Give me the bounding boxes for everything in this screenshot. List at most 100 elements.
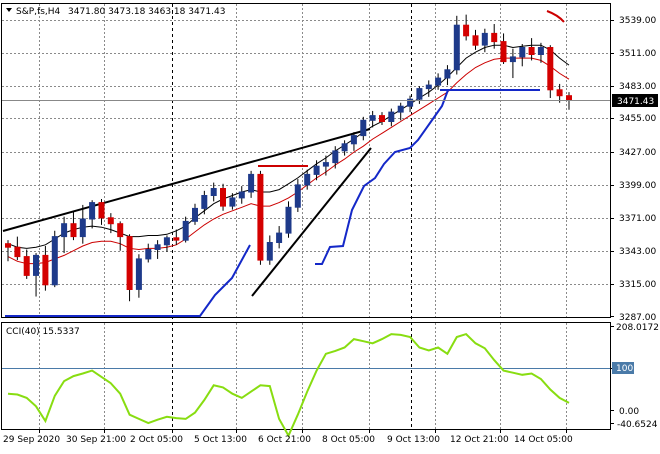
- cci-100-badge: [612, 362, 634, 374]
- price-tick: 3455.00: [619, 114, 656, 124]
- price-tick: 3343.00: [619, 247, 656, 257]
- cci-tick: -40.6524: [617, 420, 658, 430]
- ma-fast-line: [7, 44, 570, 249]
- candle-body: [388, 111, 395, 122]
- candle-body: [332, 150, 339, 164]
- candle-body: [416, 88, 423, 100]
- time-label: 6 Oct 21:00: [258, 435, 311, 445]
- cci-path: [7, 332, 570, 438]
- candle-body: [201, 195, 208, 209]
- indicator-frame: [1, 322, 611, 430]
- candle-body: [98, 202, 105, 219]
- candle-body: [425, 84, 432, 90]
- time-label: 14 Oct 05:00: [514, 435, 573, 445]
- price-tick: 3371.00: [619, 214, 656, 224]
- ma-slow-path: [7, 57, 570, 265]
- ma-slow-line: [7, 57, 570, 265]
- candle-body: [519, 47, 526, 58]
- candle-body: [257, 173, 264, 261]
- price-tick: 3315.00: [619, 280, 656, 290]
- symbol-label: S&P,fs,H4: [16, 7, 61, 17]
- price-tick: 3511.00: [619, 49, 656, 59]
- candle-body: [117, 223, 124, 238]
- candle-body: [229, 197, 236, 207]
- red-arc-marker: [546, 10, 565, 23]
- candle-body: [14, 246, 21, 258]
- candle-body: [51, 236, 58, 286]
- candle-body: [79, 218, 86, 238]
- cci-line: [7, 332, 570, 438]
- candle-body: [313, 165, 320, 175]
- candle-body: [154, 244, 161, 251]
- candle-body: [126, 236, 133, 291]
- candle-body: [42, 254, 49, 286]
- cci-label: CCI(40) 15.5337: [6, 327, 80, 337]
- candle-body: [444, 69, 451, 79]
- cci-tick: 208.0172: [616, 323, 659, 333]
- cci-axis: 208.0172 100 0.00 -40.6524: [610, 323, 659, 430]
- candle-body: [322, 162, 329, 167]
- candle-body: [350, 135, 357, 145]
- upper-trendline: [2, 128, 371, 232]
- candle-body: [294, 184, 301, 208]
- lower-trendline: [251, 147, 372, 297]
- candle-body: [360, 119, 367, 137]
- current-price-badge: [612, 94, 658, 107]
- time-label: 9 Oct 13:00: [387, 435, 440, 445]
- candle-body: [163, 237, 170, 246]
- day-separators: [172, 4, 412, 429]
- time-label: 2 Oct 05:00: [130, 435, 183, 445]
- candle-body: [220, 188, 226, 207]
- time-label: 29 Sep 2020: [3, 435, 60, 445]
- candle-body: [537, 47, 544, 55]
- cci-tick: 100: [616, 364, 633, 374]
- time-label: 30 Sep 21:00: [66, 435, 126, 445]
- price-tick: 3287.00: [619, 313, 656, 323]
- candle-body: [472, 35, 479, 46]
- price-tick: 3427.00: [619, 148, 656, 158]
- time-label: 8 Oct 05:00: [322, 435, 375, 445]
- time-label: 5 Oct 13:00: [194, 435, 247, 445]
- candle-body: [248, 173, 255, 193]
- horizontal-grid: [2, 20, 610, 285]
- candle-body: [145, 249, 152, 260]
- main-chart-frame: [1, 3, 611, 318]
- candle-body: [266, 242, 273, 261]
- time-axis: 29 Sep 2020 30 Sep 21:00 2 Oct 05:00 5 O…: [3, 429, 573, 445]
- cci-tick: 0.00: [619, 407, 639, 417]
- candle-body: [173, 237, 180, 241]
- candle-body: [61, 223, 68, 238]
- candle-body: [500, 41, 507, 63]
- candle-body: [89, 202, 96, 220]
- candle-body: [369, 115, 376, 121]
- candles: [5, 14, 572, 302]
- candle-body: [285, 206, 292, 234]
- candle-body: [491, 32, 498, 43]
- support-line: [5, 89, 540, 317]
- candle-body: [547, 47, 554, 91]
- candle-body: [435, 77, 442, 86]
- candle-body: [341, 143, 348, 152]
- price-tick: 3483.00: [619, 82, 656, 92]
- time-label: 12 Oct 21:00: [450, 435, 509, 445]
- candle-body: [135, 258, 142, 290]
- candle-body: [566, 95, 572, 101]
- candle-body: [238, 191, 245, 199]
- candle-body: [210, 188, 217, 196]
- price-tick: 3539.00: [619, 16, 656, 26]
- candle-body: [397, 105, 404, 113]
- candle-body: [276, 232, 283, 244]
- current-price-text: 3471.43: [617, 97, 654, 107]
- candle-body: [509, 56, 516, 63]
- candle-body: [192, 207, 198, 222]
- candle-body: [556, 89, 563, 97]
- candle-body: [23, 256, 30, 276]
- candle-body: [304, 173, 311, 186]
- candle-body: [5, 243, 11, 248]
- dropdown-icon[interactable]: [6, 8, 12, 12]
- candle-body: [463, 24, 470, 37]
- candle-body: [453, 24, 460, 71]
- candle-body: [481, 32, 488, 46]
